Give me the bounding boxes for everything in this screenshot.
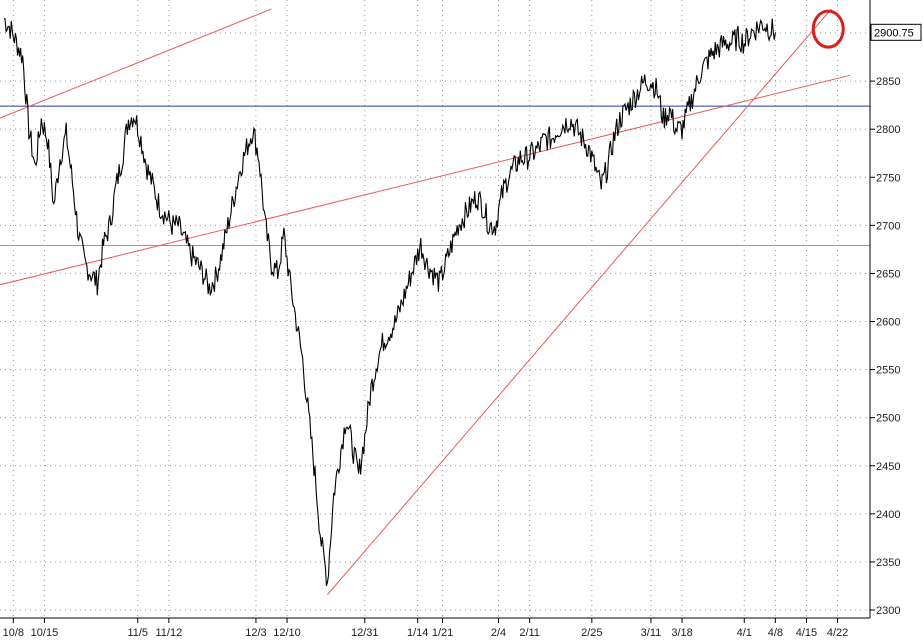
y-tick-label: 2750 <box>876 172 900 184</box>
x-tick-label: 11/12 <box>155 627 182 639</box>
last-price-tag: 2900.75 <box>870 23 922 41</box>
y-tick-label: 2450 <box>876 461 900 473</box>
x-tick-label: 4/8 <box>768 627 783 639</box>
y-tick-label: 2800 <box>876 124 900 136</box>
y-tick-label: 2850 <box>876 76 900 88</box>
plot-background <box>0 0 870 618</box>
x-tick-label: 2/25 <box>581 627 602 639</box>
y-tick-label: 2650 <box>876 268 900 280</box>
last-price-label: 2900.75 <box>874 27 914 39</box>
y-tick-label: 2350 <box>876 557 900 569</box>
grid <box>0 0 870 618</box>
x-tick-label: 4/1 <box>737 627 752 639</box>
trend-line <box>327 8 832 595</box>
trend-line <box>0 8 272 119</box>
x-axis: 10/8 10/15 11/5 11/12 12/3 12/10 12/31 1/14 1/21… <box>3 618 848 639</box>
x-tick-label: 1/21 <box>432 627 453 639</box>
annotations <box>811 9 845 49</box>
y-axis: 2300 2350 2400 2450 2500 2550 2600 2650 2700 2750… <box>870 28 900 617</box>
x-tick-label: 3/11 <box>641 627 662 639</box>
x-tick-label: 11/5 <box>127 627 148 639</box>
last-price-box <box>870 23 922 41</box>
highlight-circle <box>811 9 845 49</box>
x-tick-label: 1/14 <box>407 627 428 639</box>
y-tick-label: 2500 <box>876 413 900 425</box>
x-tick-label: 12/31 <box>351 627 379 639</box>
y-tick-label: 2400 <box>876 509 900 521</box>
x-tick-label: 12/3 <box>245 627 266 639</box>
series <box>3 18 776 587</box>
x-tick-label: 4/15 <box>796 627 817 639</box>
x-tick-label: 3/18 <box>671 627 692 639</box>
y-tick-label: 2700 <box>876 220 900 232</box>
x-tick-label: 10/8 <box>3 627 24 639</box>
y-tick-label: 2600 <box>876 317 900 329</box>
y-tick-label: 2300 <box>876 605 900 617</box>
x-tick-label: 2/4 <box>491 627 506 639</box>
x-tick-label: 10/15 <box>31 627 59 639</box>
trend-line <box>0 74 851 286</box>
price-series-line <box>3 18 776 587</box>
x-tick-label: 12/10 <box>273 627 301 639</box>
x-tick-label: 2/11 <box>519 627 540 639</box>
reference-lines <box>0 8 870 595</box>
x-tick-label: 4/22 <box>827 627 848 639</box>
y-tick-label: 2550 <box>876 365 900 377</box>
